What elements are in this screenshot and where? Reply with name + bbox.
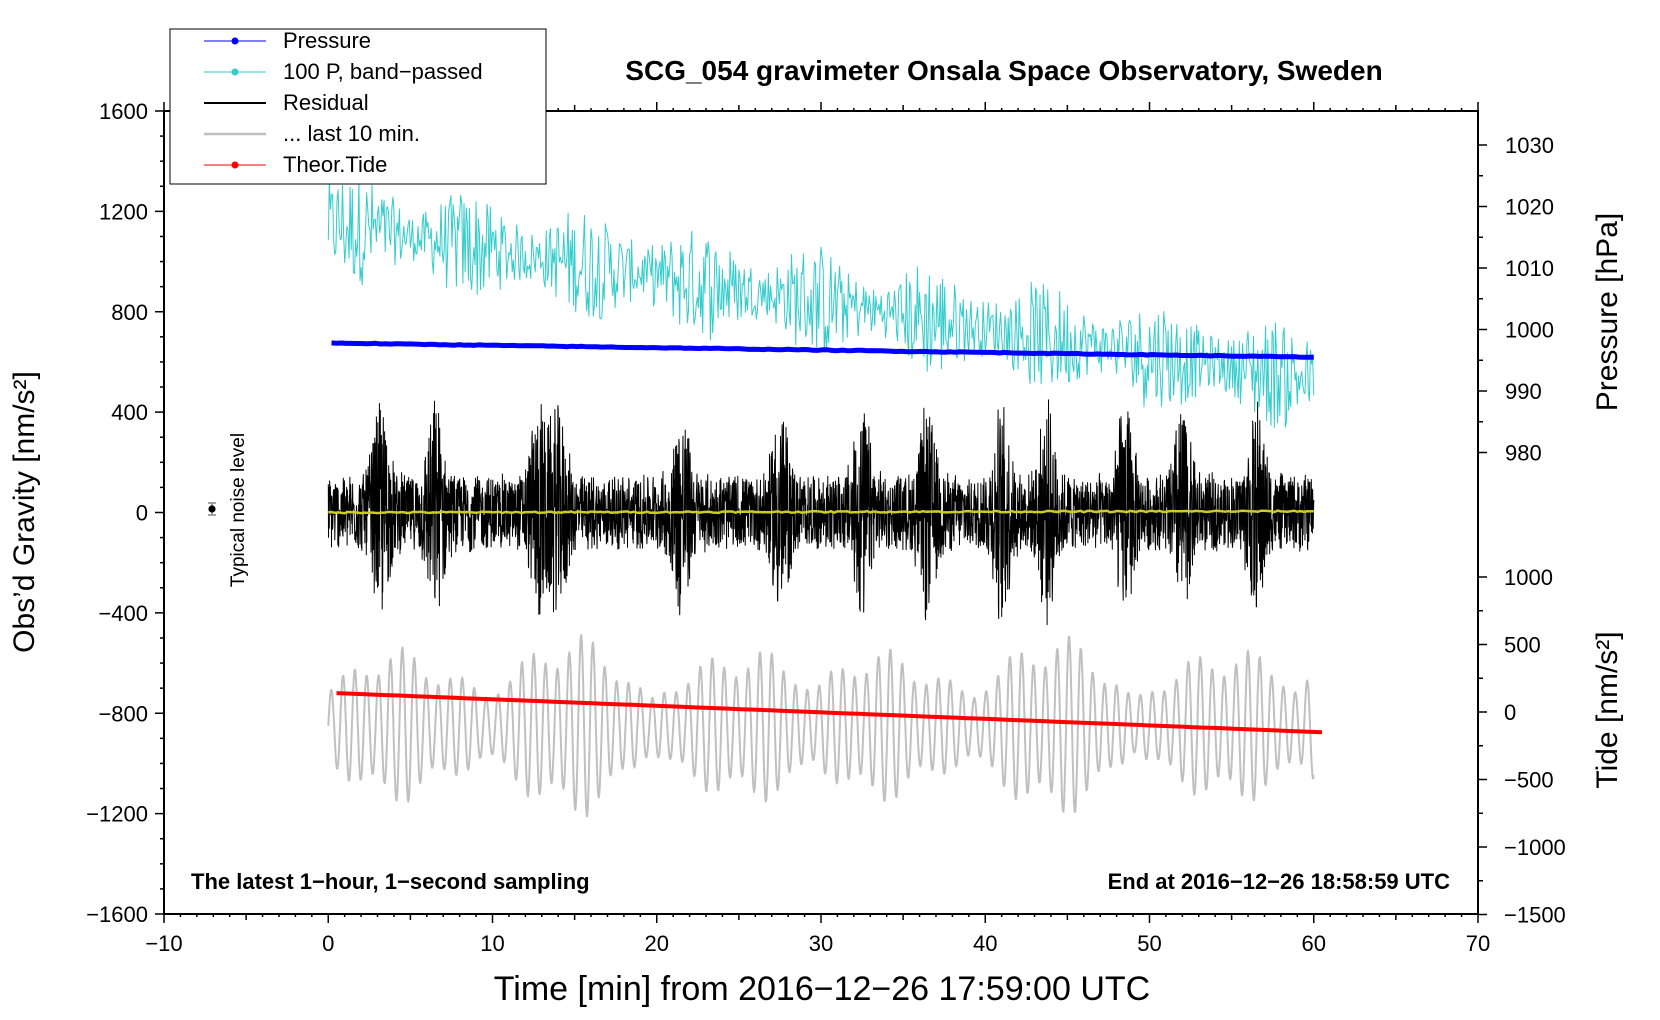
tide-tick-label: −1500 bbox=[1504, 903, 1566, 928]
legend-item: 100 P, band−passed bbox=[204, 59, 483, 84]
residual-line bbox=[327, 399, 1315, 626]
x-tick-label: 30 bbox=[809, 931, 833, 956]
x-tick-label: −10 bbox=[145, 931, 182, 956]
x-tick-label: 40 bbox=[973, 931, 997, 956]
last-10-min-series bbox=[327, 634, 1315, 818]
tide-tick-label: −1000 bbox=[1504, 835, 1566, 860]
tide-tick-label: −500 bbox=[1504, 768, 1554, 793]
legend-label: Theor.Tide bbox=[283, 152, 387, 177]
y-axis-label: Obs’d Gravity [nm/s²] bbox=[8, 371, 41, 653]
x-tick-label: 10 bbox=[480, 931, 504, 956]
pressure-tick-label: 990 bbox=[1505, 379, 1542, 404]
legend-marker bbox=[231, 37, 239, 45]
pressure-tick-label: 1030 bbox=[1505, 133, 1554, 158]
tide-axis-label: Tide [nm/s²] bbox=[1591, 631, 1624, 788]
noise-indicator bbox=[208, 502, 216, 516]
pressure-line bbox=[331, 340, 1314, 360]
pressure-tick-label: 1020 bbox=[1505, 195, 1554, 220]
residual-mean-line bbox=[328, 509, 1314, 515]
x-tick-label: 50 bbox=[1137, 931, 1161, 956]
x-tick-label: 60 bbox=[1302, 931, 1326, 956]
legend-box bbox=[169, 28, 547, 185]
legend-item: Pressure bbox=[204, 28, 371, 53]
legend-label: ... last 10 min. bbox=[283, 121, 420, 146]
chart-title: SCG_054 gravimeter Onsala Space Observat… bbox=[625, 55, 1382, 86]
annotation-right: End at 2016−12−26 18:58:59 UTC bbox=[1108, 869, 1451, 894]
tide-line bbox=[336, 691, 1323, 735]
legend-label: Residual bbox=[283, 90, 369, 115]
axis-tick-labels: −10 0 10 20 30 40 50 60 70160012008004000−400−80… bbox=[86, 99, 1566, 956]
band-passed-line bbox=[327, 180, 1315, 429]
y-tick-label: 1200 bbox=[99, 199, 148, 224]
y-tick-label: 400 bbox=[111, 400, 148, 425]
annotation-left: The latest 1−hour, 1−second sampling bbox=[191, 869, 590, 894]
legend-item: Residual bbox=[204, 90, 369, 115]
theoretical-tide-series bbox=[336, 691, 1323, 735]
legend-label: 100 P, band−passed bbox=[283, 59, 483, 84]
pressure-tick-label: 980 bbox=[1505, 441, 1542, 466]
band-passed-pressure-series bbox=[327, 180, 1315, 429]
y-tick-label: −1600 bbox=[86, 902, 148, 927]
x-tick-label: 0 bbox=[322, 931, 334, 956]
x-tick-label: 70 bbox=[1466, 931, 1490, 956]
residual-series bbox=[327, 399, 1315, 626]
pressure-tick-label: 1010 bbox=[1505, 256, 1554, 281]
pressure-series bbox=[331, 340, 1314, 360]
y-tick-label: −800 bbox=[98, 701, 148, 726]
last-10-min-line bbox=[327, 634, 1315, 818]
legend: Pressure 100 P, band−passed Residual ... la… bbox=[169, 28, 547, 185]
pressure-tick-label: 1000 bbox=[1505, 318, 1554, 343]
legend-label: Pressure bbox=[283, 28, 371, 53]
y-tick-label: 1600 bbox=[99, 99, 148, 124]
tide-tick-label: 0 bbox=[1504, 700, 1516, 725]
legend-marker bbox=[231, 161, 239, 169]
residual-mean-series bbox=[328, 509, 1314, 515]
pressure-axis-label: Pressure [hPa] bbox=[1591, 213, 1624, 411]
tide-tick-label: 500 bbox=[1504, 633, 1541, 658]
x-tick-label: 20 bbox=[645, 931, 669, 956]
tide-tick-label: 1000 bbox=[1504, 565, 1553, 590]
axis-ticks bbox=[155, 102, 1487, 923]
legend-marker bbox=[231, 68, 239, 76]
y-tick-label: −1200 bbox=[86, 802, 148, 827]
x-axis-label: Time [min] from 2016−12−26 17:59:00 UTC bbox=[494, 970, 1150, 1008]
noise-label: Typical noise level bbox=[228, 433, 249, 587]
y-tick-label: 800 bbox=[111, 300, 148, 325]
y-tick-label: 0 bbox=[136, 501, 148, 526]
y-tick-label: −400 bbox=[98, 601, 148, 626]
legend-item: ... last 10 min. bbox=[204, 121, 420, 146]
legend-item: Theor.Tide bbox=[204, 152, 387, 177]
